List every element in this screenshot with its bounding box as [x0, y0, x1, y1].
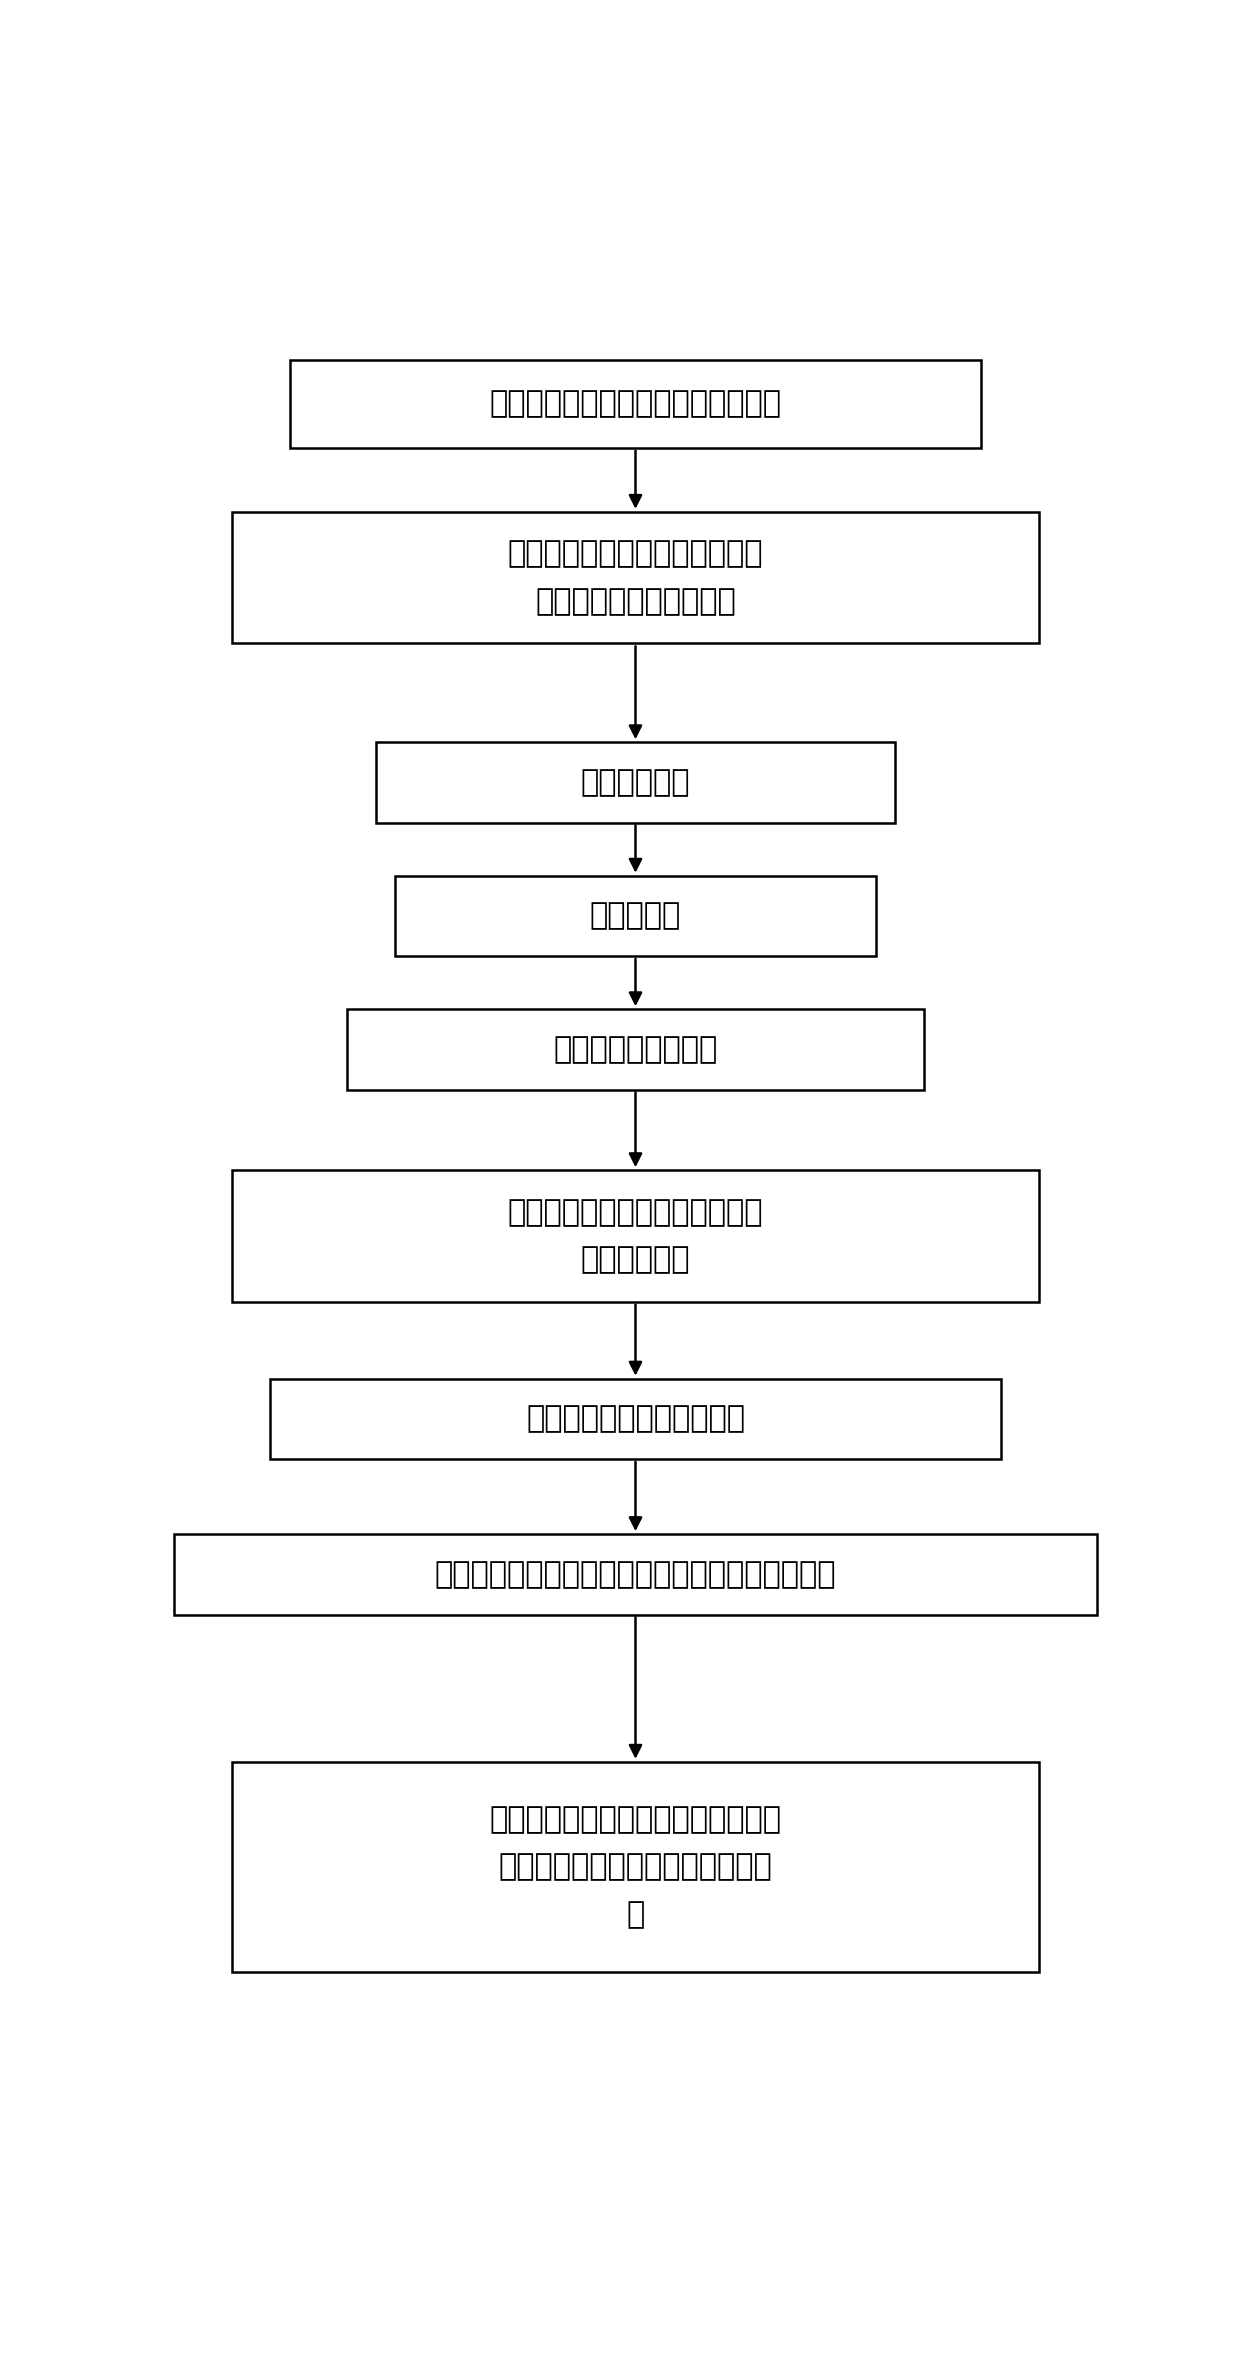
FancyBboxPatch shape — [232, 1762, 1039, 1971]
Text: 对密度求解: 对密度求解 — [590, 902, 681, 931]
Text: 进行应力应变的求解: 进行应力应变的求解 — [553, 1036, 718, 1064]
Text: 生成粒子模型，对相关信息分别赋值: 生成粒子模型，对相关信息分别赋值 — [490, 390, 781, 418]
FancyBboxPatch shape — [232, 1171, 1039, 1302]
Text: 得到边坡安全系数及潜在滑移面，根
据边坡安全系数不同而进行不同操
作: 得到边坡安全系数及潜在滑移面，根 据边坡安全系数不同而进行不同操 作 — [490, 1805, 781, 1928]
Text: 判定边坡土体所处状态，求解第
一速度变化率: 判定边坡土体所处状态，求解第 一速度变化率 — [507, 1197, 764, 1273]
FancyBboxPatch shape — [396, 876, 875, 957]
FancyBboxPatch shape — [270, 1378, 1001, 1458]
FancyBboxPatch shape — [232, 511, 1039, 644]
FancyBboxPatch shape — [290, 361, 982, 449]
Text: 进行第二速度变化率的求解: 进行第二速度变化率的求解 — [526, 1404, 745, 1434]
Text: 更新质点信息，进行应力调整，并重新求解密度等: 更新质点信息，进行应力调整，并重新求解密度等 — [435, 1560, 836, 1589]
Text: 确定数值处理技术，设置屈服准
则、流动法则、时间步长: 确定数值处理技术，设置屈服准 则、流动法则、时间步长 — [507, 539, 764, 615]
FancyBboxPatch shape — [376, 741, 895, 822]
FancyBboxPatch shape — [174, 1534, 1096, 1615]
Text: 进行粒子搜索: 进行粒子搜索 — [580, 767, 691, 798]
FancyBboxPatch shape — [347, 1009, 924, 1090]
